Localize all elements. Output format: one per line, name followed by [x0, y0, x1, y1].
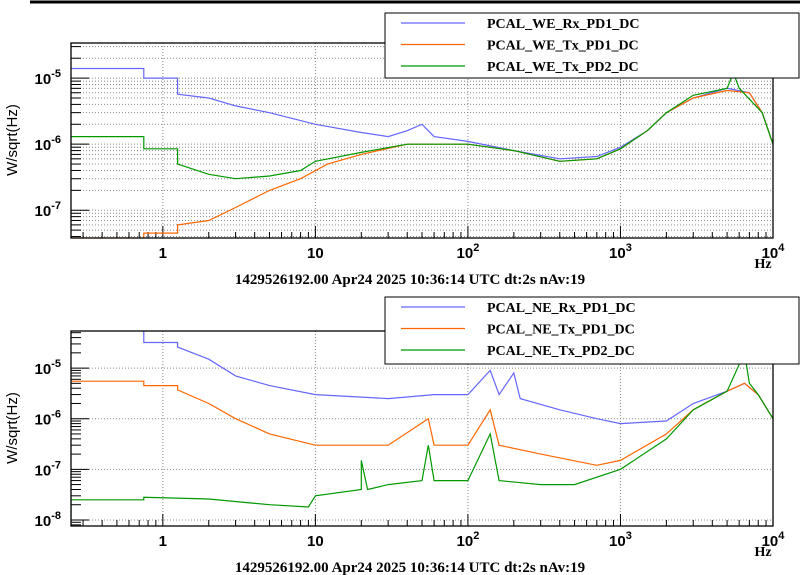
series-line-pcal-we-rx-pd1-dc — [71, 67, 773, 160]
x-tick-label: 102 — [457, 530, 480, 550]
y-tick-label: 10-5 — [35, 358, 61, 378]
y-tick-label: 10-7 — [35, 200, 61, 220]
plot-title: 1429526192.00 Apr24 2025 10:36:14 UTC dt… — [235, 272, 585, 288]
y-tick-label: 10-8 — [35, 510, 61, 530]
legend-label: PCAL_WE_Tx_PD2_DC — [487, 60, 639, 75]
series-line-pcal-ne-rx-pd1-dc — [143, 331, 773, 425]
legend-label: PCAL_NE_Rx_PD1_DC — [487, 301, 636, 316]
legend-label: PCAL_WE_Rx_PD1_DC — [487, 17, 639, 32]
plot-title: 1429526192.00 Apr24 2025 10:36:14 UTC dt… — [235, 560, 585, 575]
x-tick-label: 103 — [609, 242, 632, 262]
legend: PCAL_NE_Rx_PD1_DC PCAL_NE_Tx_PD1_DC PCAL_N… — [384, 296, 800, 365]
legend-label: PCAL_WE_Tx_PD1_DC — [487, 39, 639, 54]
x-tick-label: 10 — [307, 245, 324, 262]
x-tick-label: 103 — [609, 530, 632, 550]
plot-top: 1 10 102 103 10410-710-610-5Hz1429526192.00 … — [4, 12, 800, 288]
x-tick-label: 1 — [159, 533, 167, 550]
legend-label: PCAL_NE_Tx_PD1_DC — [487, 323, 635, 338]
y-tick-label: 10-6 — [35, 134, 61, 154]
x-tick-label: 102 — [457, 242, 480, 262]
x-tick-label: 10 — [307, 533, 324, 550]
legend-box — [384, 296, 800, 365]
plot-bottom: 1 10 102 103 10410-810-710-610-5Hz1429526192… — [4, 296, 800, 575]
series-line-pcal-ne-tx-pd2-dc — [71, 350, 773, 526]
y-axis-label: W/sqrt(Hz) — [4, 392, 21, 464]
x-axis-label: Hz — [754, 545, 771, 560]
legend: PCAL_WE_Rx_PD1_DC PCAL_WE_Tx_PD1_DC PCAL_W… — [384, 12, 800, 79]
x-tick-label: 1 — [159, 245, 167, 262]
legend-box — [384, 12, 800, 79]
series-line-pcal-we-tx-pd2-dc — [71, 71, 773, 180]
legend-label: PCAL_NE_Tx_PD2_DC — [487, 344, 635, 359]
series-line-pcal-ne-tx-pd1-dc — [71, 380, 773, 466]
y-axis-label: W/sqrt(Hz) — [4, 104, 21, 176]
x-axis-label: Hz — [754, 257, 771, 272]
y-tick-label: 10-7 — [35, 459, 61, 479]
y-tick-label: 10-6 — [35, 409, 61, 429]
y-tick-label: 10-5 — [35, 68, 61, 88]
